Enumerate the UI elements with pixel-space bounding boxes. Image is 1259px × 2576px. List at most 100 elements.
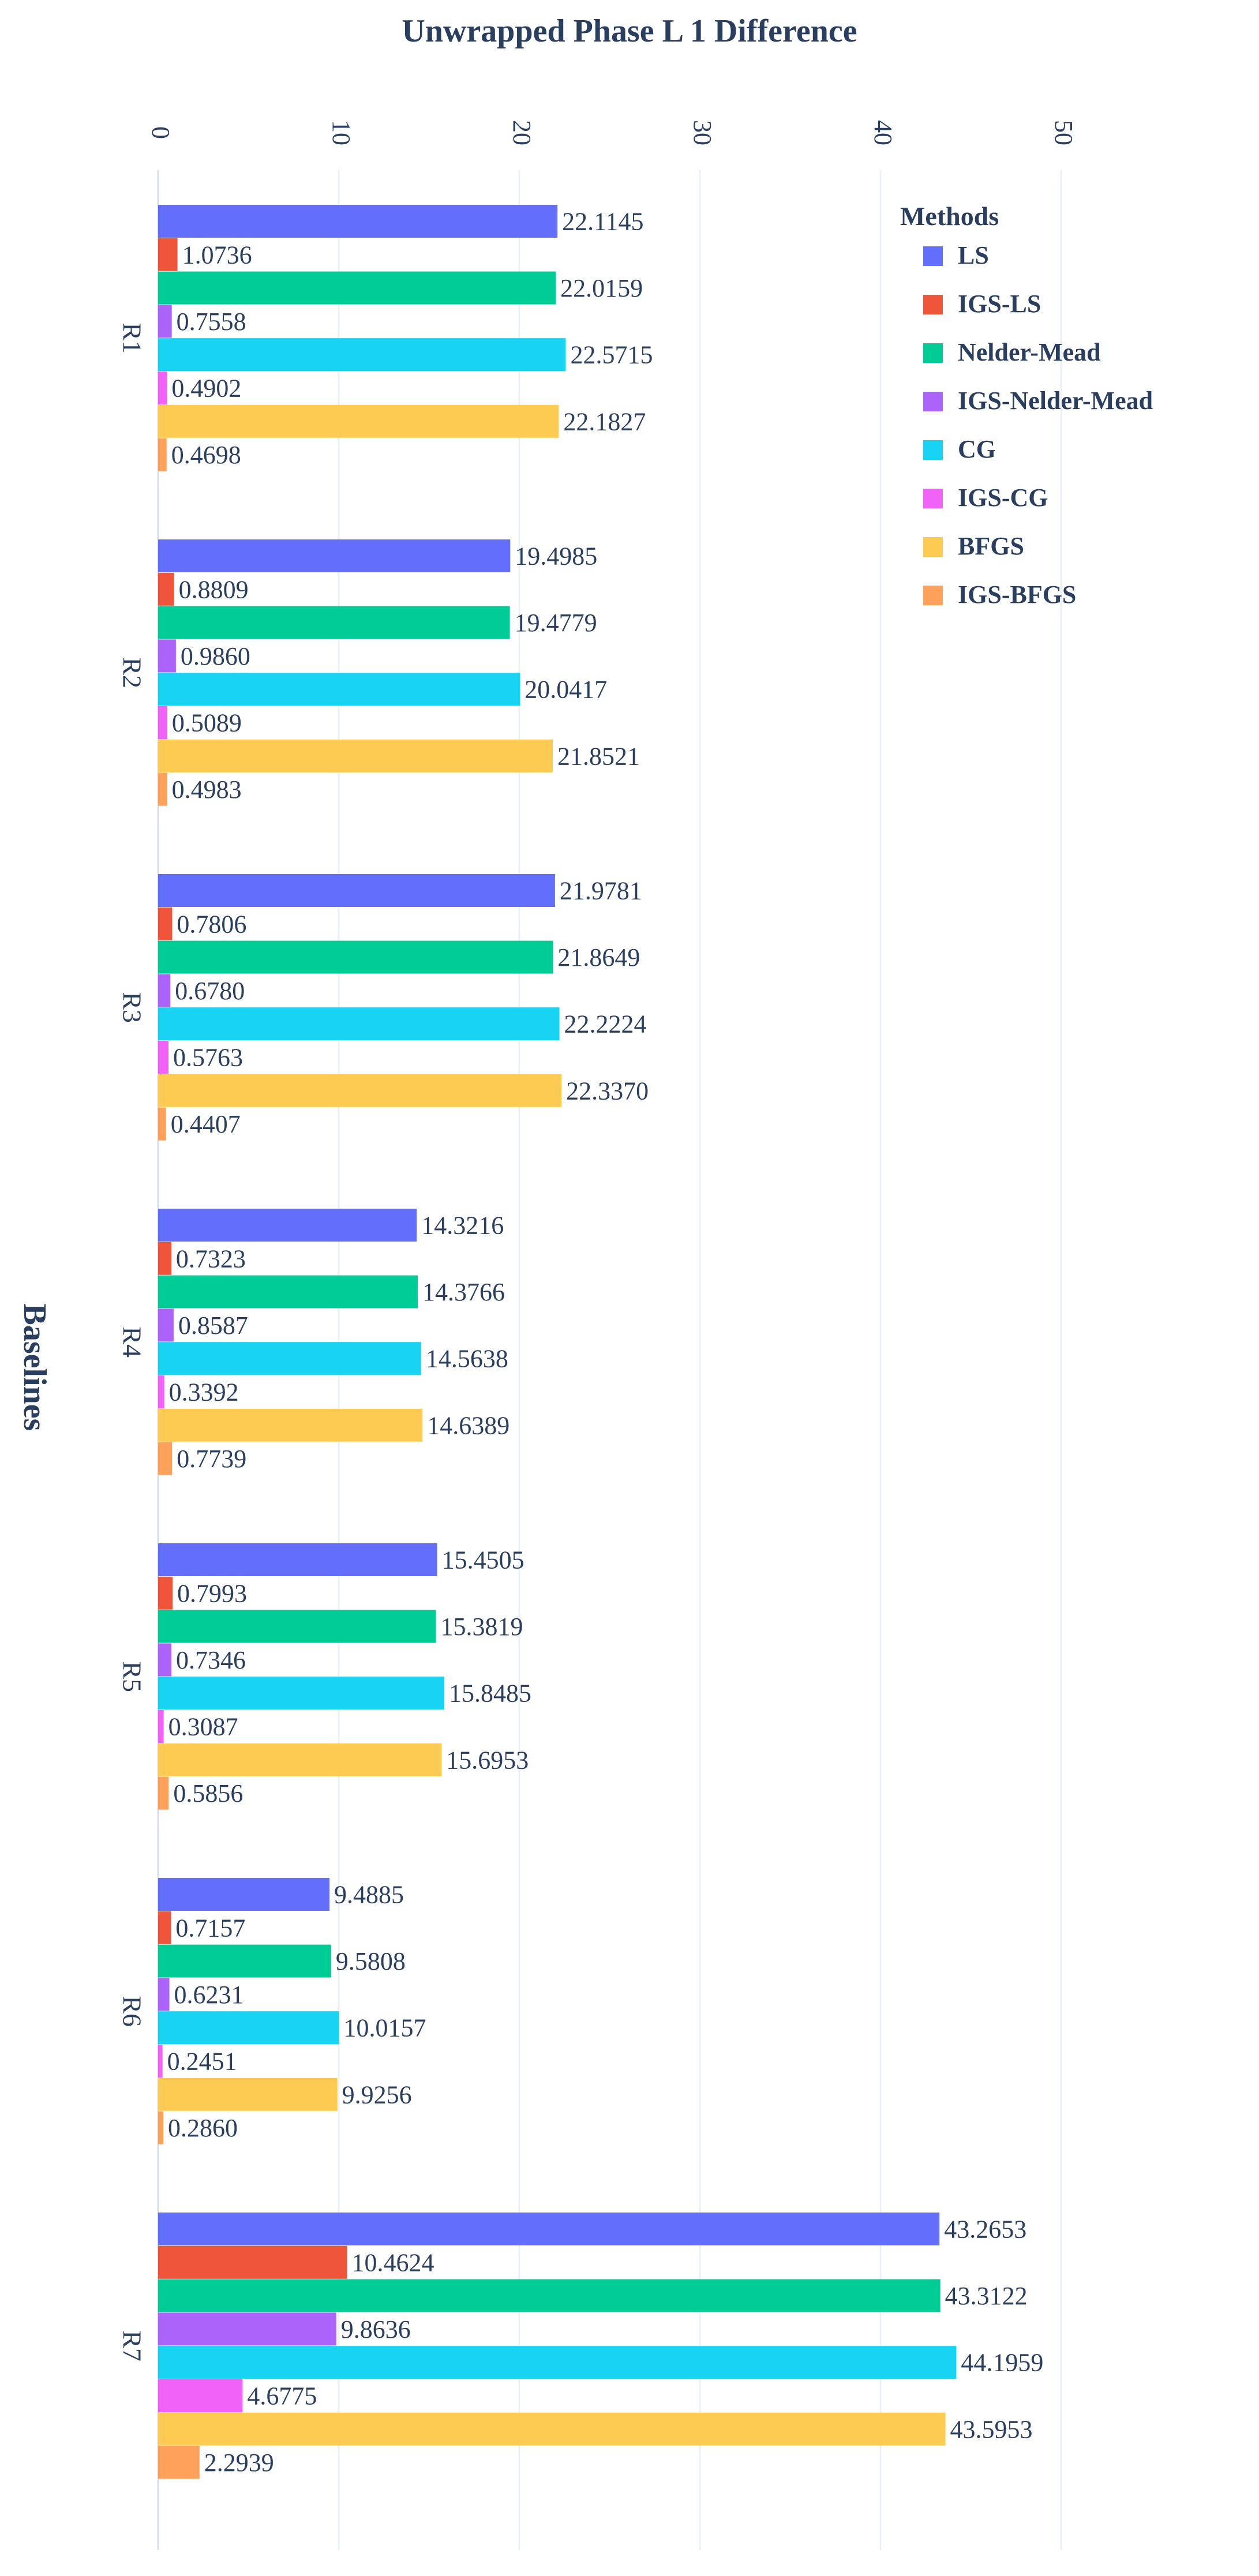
bar-r4-bfgs[interactable] (158, 1408, 423, 1442)
data-label: 14.3216 (421, 1212, 504, 1240)
bar-r2-ls[interactable] (158, 539, 511, 572)
data-label: 0.9860 (181, 642, 250, 670)
legend-item-igs-cg[interactable]: IGS-CG (958, 483, 1048, 512)
bar-r5-ls[interactable] (158, 1543, 437, 1576)
legend-swatch-ls[interactable] (923, 246, 943, 266)
data-label: 20.0417 (524, 676, 607, 704)
bar-r4-igs-cg[interactable] (158, 1375, 164, 1408)
bar-r5-igs-cg[interactable] (158, 1710, 164, 1743)
legend-swatch-igs-nelder-mead[interactable] (923, 392, 943, 411)
bar-r5-igs-nelder-mead[interactable] (158, 1643, 171, 1677)
bar-r1-bfgs[interactable] (158, 404, 559, 438)
data-label: 21.8521 (557, 742, 640, 770)
legend-item-igs-ls[interactable]: IGS-LS (958, 290, 1041, 318)
legend-item-nelder-mead[interactable]: Nelder-Mead (958, 338, 1101, 366)
legend-swatch-nelder-mead[interactable] (923, 343, 943, 363)
data-label: 14.6389 (427, 1411, 509, 1439)
legend-item-igs-nelder-mead[interactable]: IGS-Nelder-Mead (958, 387, 1153, 415)
data-label: 9.8636 (341, 2315, 411, 2343)
bar-r2-igs-ls[interactable] (158, 572, 174, 606)
bar-r6-bfgs[interactable] (158, 2078, 338, 2111)
data-label: 0.7558 (177, 308, 246, 336)
bar-r5-nelder-mead[interactable] (158, 1610, 436, 1643)
bar-r1-igs-bfgs[interactable] (158, 438, 167, 471)
data-label: 15.8485 (449, 1679, 531, 1708)
bar-r2-cg[interactable] (158, 673, 520, 706)
bar-r5-igs-bfgs[interactable] (158, 1776, 169, 1810)
bar-r1-igs-cg[interactable] (158, 372, 167, 404)
bar-r4-igs-bfgs[interactable] (158, 1442, 173, 1475)
legend-item-bfgs[interactable]: BFGS (958, 532, 1024, 560)
legend-item-cg[interactable]: CG (958, 435, 996, 463)
data-label: 0.5856 (173, 1779, 243, 1808)
bar-r7-nelder-mead[interactable] (158, 2279, 940, 2312)
legend-swatch-cg[interactable] (923, 440, 943, 460)
bar-r7-igs-ls[interactable] (158, 2245, 347, 2279)
bar-r3-igs-bfgs[interactable] (158, 1107, 166, 1141)
bar-r2-igs-cg[interactable] (158, 706, 167, 739)
data-label: 21.9781 (560, 877, 642, 905)
bar-r7-bfgs[interactable] (158, 2412, 946, 2446)
bar-r2-bfgs[interactable] (158, 739, 553, 773)
bar-r7-igs-bfgs[interactable] (158, 2446, 200, 2479)
x-tick-label: 0 (147, 126, 175, 139)
legend-swatch-igs-bfgs[interactable] (923, 586, 943, 605)
bar-r4-nelder-mead[interactable] (158, 1275, 418, 1308)
bar-r1-cg[interactable] (158, 338, 566, 372)
bar-r2-igs-bfgs[interactable] (158, 773, 167, 806)
bar-r1-igs-nelder-mead[interactable] (158, 305, 172, 338)
data-label: 43.5953 (950, 2415, 1033, 2443)
bar-r6-igs-nelder-mead[interactable] (158, 1978, 170, 2011)
bar-r6-igs-ls[interactable] (158, 1911, 171, 1944)
bar-r5-cg[interactable] (158, 1677, 445, 1710)
bar-r2-nelder-mead[interactable] (158, 606, 510, 639)
bar-r3-igs-nelder-mead[interactable] (158, 974, 171, 1007)
data-label: 0.3087 (168, 1713, 238, 1741)
data-label: 44.1959 (961, 2349, 1043, 2377)
legend-swatch-igs-ls[interactable] (923, 295, 943, 314)
bar-r4-igs-nelder-mead[interactable] (158, 1308, 174, 1342)
legend-title: Methods (900, 201, 999, 231)
bar-r3-cg[interactable] (158, 1007, 560, 1041)
legend-swatch-igs-cg[interactable] (923, 489, 943, 508)
data-label: 10.0157 (343, 2014, 426, 2042)
legend-item-ls[interactable]: LS (958, 241, 989, 269)
bar-r6-nelder-mead[interactable] (158, 1944, 331, 1978)
bar-r7-igs-cg[interactable] (158, 2379, 243, 2412)
bar-r3-igs-ls[interactable] (158, 907, 173, 940)
data-label: 0.6231 (174, 1981, 244, 2009)
bar-r6-igs-cg[interactable] (158, 2045, 163, 2078)
bar-r1-ls[interactable] (158, 205, 558, 238)
legend[interactable]: Methods LS IGS-LS Nelder-Mead IGS-Nelder-Mea… (900, 201, 1153, 609)
data-label: 0.7323 (176, 1244, 246, 1273)
data-label: 14.5638 (426, 1345, 508, 1373)
bar-r5-bfgs[interactable] (158, 1743, 442, 1776)
data-label: 0.3392 (169, 1378, 239, 1407)
bar-r4-igs-ls[interactable] (158, 1242, 171, 1275)
bar-r6-ls[interactable] (158, 1878, 329, 1911)
bar-r1-nelder-mead[interactable] (158, 271, 556, 305)
bar-r7-cg[interactable] (158, 2346, 957, 2379)
data-label: 22.3370 (566, 1077, 649, 1105)
bar-r5-igs-ls[interactable] (158, 1576, 173, 1610)
bar-r3-ls[interactable] (158, 874, 555, 907)
bar-r3-igs-cg[interactable] (158, 1041, 169, 1074)
bar-r4-ls[interactable] (158, 1209, 417, 1242)
legend-item-igs-bfgs[interactable]: IGS-BFGS (958, 580, 1076, 609)
data-label: 15.4505 (442, 1546, 524, 1574)
bar-r6-igs-bfgs[interactable] (158, 2111, 163, 2144)
bar-r7-ls[interactable] (158, 2213, 940, 2245)
bar-r4-cg[interactable] (158, 1342, 421, 1375)
data-labels: 22.1145 1.0736 22.0159 0.7558 22.5715 0.4902 2… (167, 208, 1044, 2477)
bar-r1-igs-ls[interactable] (158, 238, 178, 271)
bar-r2-igs-nelder-mead[interactable] (158, 639, 176, 673)
data-label: 4.6775 (247, 2382, 317, 2410)
y-axis-title: Baselines (17, 1304, 53, 1431)
data-label: 19.4985 (515, 542, 597, 571)
legend-swatch-bfgs[interactable] (923, 537, 943, 557)
bar-r6-cg[interactable] (158, 2011, 339, 2045)
bar-r7-igs-nelder-mead[interactable] (158, 2312, 336, 2346)
bar-r3-bfgs[interactable] (158, 1074, 562, 1107)
bar-r3-nelder-mead[interactable] (158, 940, 553, 974)
